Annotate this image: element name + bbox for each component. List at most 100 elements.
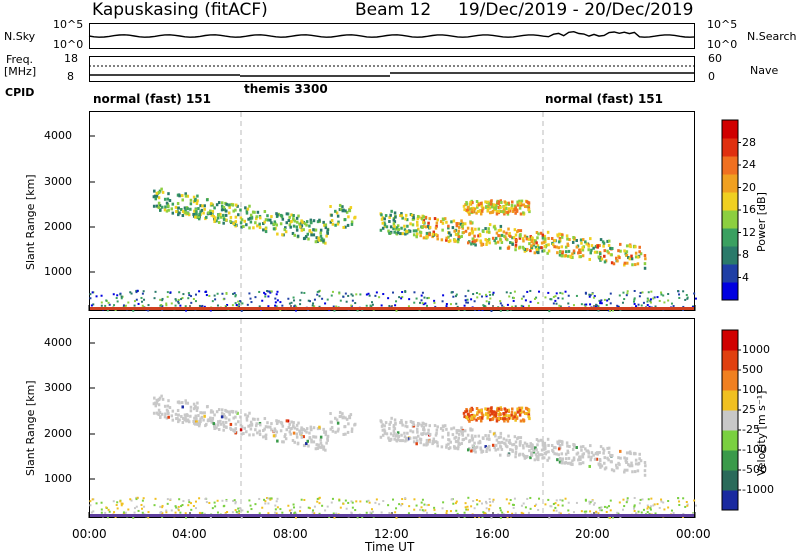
velocity-cell — [423, 504, 425, 506]
velocity-cell — [331, 426, 334, 429]
velocity-cell — [342, 503, 344, 505]
velocity-cell — [604, 467, 607, 470]
velocity-cell — [397, 438, 400, 441]
velocity-cell — [204, 498, 206, 500]
power-cell — [161, 299, 163, 301]
velocity-cell — [578, 456, 581, 459]
velocity-cell — [312, 512, 314, 514]
velocity-cell — [603, 462, 606, 465]
power-cell — [400, 297, 402, 299]
power-cell — [543, 241, 546, 244]
power-cell — [309, 229, 312, 232]
power-cell — [489, 294, 491, 296]
power-cell — [406, 225, 409, 228]
velocity-cell — [581, 453, 584, 456]
velocity-cell — [472, 500, 474, 502]
power-cell — [393, 219, 396, 222]
velocity-cell — [154, 504, 156, 506]
velocity-cell — [606, 507, 608, 509]
velocity-cell — [129, 498, 131, 500]
velocity-cell — [481, 416, 484, 419]
velocity-cell — [441, 436, 444, 439]
velocity-colorbar-swatch — [722, 370, 738, 391]
velocity-cell — [117, 507, 119, 509]
power-cell — [464, 305, 466, 307]
power-cell — [480, 212, 483, 215]
power-cell — [217, 305, 219, 307]
velocity-cell — [155, 498, 157, 500]
velocity-cell — [262, 435, 265, 438]
velocity-cell — [327, 506, 329, 508]
velocity-cell — [405, 437, 408, 440]
power-cell — [347, 215, 350, 218]
velocity-cell — [276, 498, 278, 500]
power-cell — [629, 257, 632, 260]
velocity-cell — [222, 421, 225, 424]
power-cell — [404, 290, 406, 292]
velocity-cell — [217, 424, 220, 427]
power-cell — [234, 292, 236, 294]
velocity-cell — [190, 409, 193, 412]
power-cell — [276, 233, 279, 236]
velocity-cell — [561, 452, 564, 455]
velocity-cell — [488, 448, 491, 451]
velocity-cell — [270, 422, 273, 425]
velocity-cell — [622, 509, 624, 511]
power-cell — [513, 236, 516, 239]
velocity-cell — [582, 445, 585, 448]
power-cell — [286, 212, 289, 215]
velocity-cell — [143, 506, 145, 508]
power-cell — [553, 245, 556, 248]
velocity-cell — [598, 462, 601, 465]
power-cell — [467, 241, 470, 244]
velocity-cell — [491, 412, 494, 415]
velocity-cell — [236, 511, 238, 513]
velocity-cell — [573, 511, 575, 513]
power-cell — [499, 238, 502, 241]
velocity-cell — [581, 510, 583, 512]
power-cell — [553, 302, 555, 304]
velocity-cell — [434, 424, 437, 427]
velocity-cell — [419, 441, 422, 444]
power-cell — [491, 205, 494, 208]
power-cell — [500, 201, 503, 204]
velocity-cell — [301, 436, 304, 439]
velocity-cell — [677, 497, 679, 499]
velocity-cell — [576, 453, 579, 456]
velocity-cell — [506, 445, 509, 448]
velocity-cell — [463, 438, 466, 441]
power-cell — [121, 297, 123, 299]
velocity-cell — [177, 414, 180, 417]
velocity-cell — [267, 497, 269, 499]
velocity-cell — [390, 432, 393, 435]
power-cell — [392, 292, 394, 294]
power-cell — [626, 262, 629, 265]
velocity-cell — [324, 509, 326, 511]
power-cell — [188, 292, 190, 294]
power-cell — [221, 201, 224, 204]
velocity-cell — [686, 505, 688, 507]
velocity-cell — [274, 512, 276, 514]
velocity-cell — [390, 417, 393, 420]
power-cell — [299, 299, 301, 301]
velocity-cell — [299, 506, 301, 508]
velocity-cell — [387, 504, 389, 506]
power-cell — [507, 247, 510, 250]
velocity-cell — [558, 447, 561, 450]
power-cell — [436, 222, 439, 225]
velocity-cell — [178, 506, 180, 508]
power-cell — [274, 305, 276, 307]
velocity-cell — [559, 499, 561, 501]
velocity-cell — [252, 433, 255, 436]
power-cell — [595, 304, 597, 306]
velocity-cell — [304, 429, 307, 432]
velocity-cell — [277, 506, 279, 508]
velocity-cell — [138, 510, 140, 512]
power-cell — [445, 237, 448, 240]
velocity-cell — [199, 512, 201, 514]
velocity-cell — [467, 448, 470, 451]
velocity-cell — [450, 510, 452, 512]
velocity-cell — [378, 503, 380, 505]
velocity-cell — [229, 427, 232, 430]
power-cell — [296, 229, 299, 232]
